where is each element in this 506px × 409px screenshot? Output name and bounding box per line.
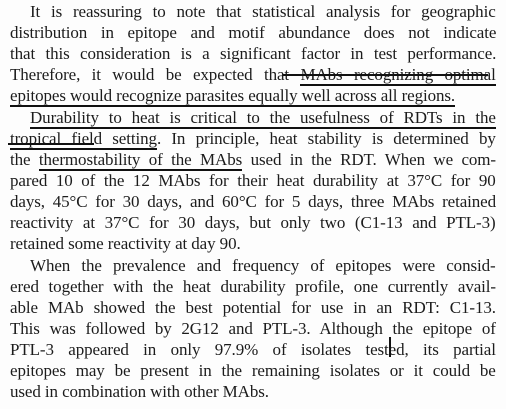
text-line: distribution in epitope and motif abunda… [10, 22, 496, 43]
text-line: Durability to heat is critical to the us… [30, 107, 496, 129]
text-line: When the prevalence and frequency of epi… [30, 255, 496, 276]
text-run: PTL-3 appeared in only 97.9% of isolates… [10, 340, 496, 359]
text-run: pared 10 of the 12 MAbs for their heat d… [10, 171, 496, 190]
underlined-text: thermostability of the MAbs [38, 150, 243, 171]
text-run: reactivity at 37°C for 30 days, but only… [10, 213, 496, 232]
text-run: the [10, 150, 39, 169]
underlined-text: Durability to heat is critical to the us… [30, 108, 496, 129]
pen-underline-mark [283, 74, 488, 76]
text-line: retained some reactivity at day 90. [10, 233, 241, 254]
text-run: days, 45°C for 30 days, and 60°C for 5 d… [10, 192, 497, 211]
text-line: epitopes may be present in the remaining… [10, 360, 496, 381]
pen-underline-mark [8, 143, 94, 145]
text-line: tropical field setting. In principle, he… [10, 128, 496, 150]
text-line: days, 45°C for 30 days, and 60°C for 5 d… [10, 191, 496, 212]
text-run: able MAb showed the best potential for u… [10, 298, 496, 317]
text-run: that this consideration is a significant… [10, 44, 497, 63]
text-run: epitopes may be present in the remaining… [10, 361, 496, 380]
text-line: epitopes would recognize parasites equal… [10, 85, 456, 107]
text-line: This was followed by 2G12 and PTL-3. Alt… [10, 318, 496, 339]
text-run: retained some reactivity at day 90. [10, 234, 241, 253]
text-run: ered together with the heat durability p… [10, 277, 496, 296]
underlined-text: epitopes would recognize parasites equal… [10, 86, 456, 107]
underlined-text: tropical field setting [10, 129, 157, 150]
text-line: ered together with the heat durability p… [10, 276, 496, 297]
text-line: PTL-3 appeared in only 97.9% of isolates… [10, 339, 496, 360]
text-run: distribution in epitope and motif abunda… [10, 23, 497, 42]
text-run: used in the RDT. When we com- [242, 150, 497, 169]
text-run: . In principle, heat stability is determ… [156, 129, 496, 148]
text-line: that this consideration is a significant… [10, 43, 496, 64]
text-run: Therefore, it would be expected that [10, 65, 301, 84]
text-line: It is reassuring to note that statistica… [30, 1, 496, 22]
text-run: This was followed by 2G12 and PTL-3. Alt… [10, 319, 496, 338]
text-line: able MAb showed the best potential for u… [10, 297, 496, 318]
text-run: When the prevalence and frequency of epi… [30, 256, 496, 275]
text-line: the thermostability of the MAbs used in … [10, 149, 497, 171]
text-run: It is reassuring to note that statistica… [30, 2, 496, 21]
text-run: used in combination with other MAbs. [10, 382, 269, 401]
text-line: pared 10 of the 12 MAbs for their heat d… [10, 170, 496, 191]
pen-cursor-mark [389, 337, 391, 357]
text-line: used in combination with other MAbs. [10, 381, 269, 402]
text-line: reactivity at 37°C for 30 days, but only… [10, 212, 496, 233]
